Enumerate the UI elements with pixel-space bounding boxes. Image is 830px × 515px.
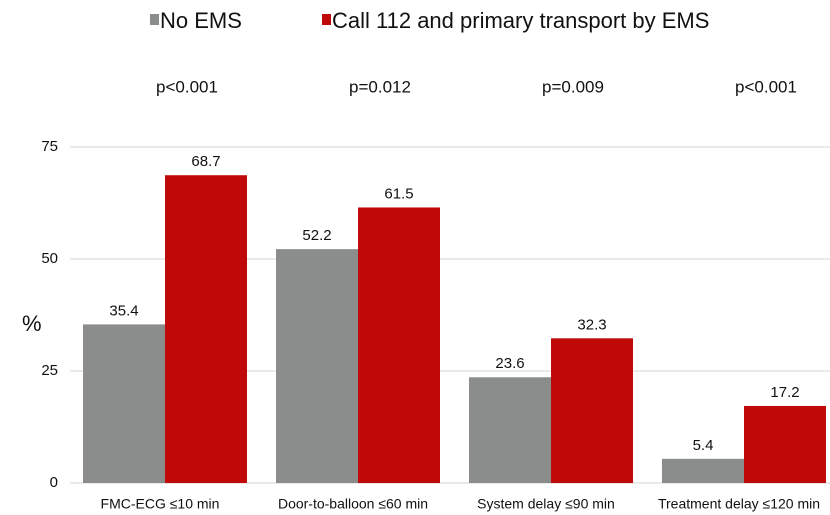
value-label: 32.3 [577, 316, 606, 333]
bar [165, 175, 247, 483]
y-tick-label: 50 [41, 250, 58, 267]
y-tick-label: 75 [41, 138, 58, 155]
legend-label: Call 112 and primary transport by EMS [332, 8, 709, 33]
value-label: 35.4 [109, 302, 138, 319]
value-label: 68.7 [191, 153, 220, 170]
value-label: 52.2 [302, 227, 331, 244]
annotation: p<0.001 [735, 77, 797, 96]
value-label: 61.5 [384, 185, 413, 202]
bar [83, 324, 165, 483]
legend-label: No EMS [160, 8, 242, 33]
x-tick-label: System delay ≤90 min [477, 496, 615, 512]
annotation: p=0.012 [349, 77, 411, 96]
x-tick-label: Treatment delay ≤120 min [658, 496, 820, 512]
value-label: 23.6 [495, 355, 524, 372]
bar [469, 377, 551, 483]
annotation: p<0.001 [156, 77, 218, 96]
value-label: 5.4 [693, 437, 714, 454]
bar [662, 458, 744, 483]
y-tick-label: 0 [50, 474, 58, 491]
x-tick-label: FMC-ECG ≤10 min [101, 496, 220, 512]
bar [551, 338, 633, 483]
annotation: p=0.009 [542, 77, 604, 96]
legend-swatch [322, 14, 331, 25]
x-tick-label: Door-to-balloon ≤60 min [278, 496, 428, 512]
value-label: 17.2 [770, 384, 799, 401]
bar [276, 249, 358, 483]
bar [358, 207, 440, 484]
legend-swatch [150, 14, 159, 25]
y-tick-label: 25 [41, 362, 58, 379]
bar [744, 405, 826, 483]
y-axis-label: % [22, 311, 42, 336]
